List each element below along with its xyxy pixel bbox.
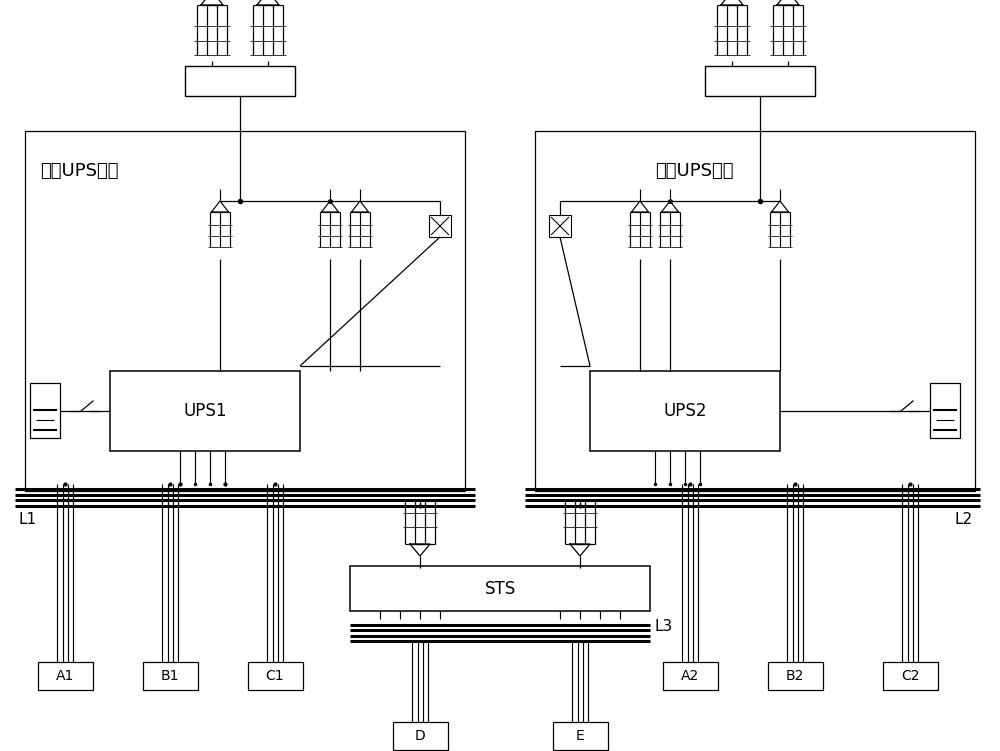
Bar [662,662,718,690]
Bar [590,371,780,451]
Text: UPS1: UPS1 [183,402,227,420]
Bar [110,371,300,451]
Bar [143,662,198,690]
Bar [930,384,960,439]
Bar [248,662,302,690]
Bar [392,722,448,750]
Text: 第二UPS模块: 第二UPS模块 [655,162,734,180]
Bar [549,215,571,237]
Text: A2: A2 [681,669,699,683]
Bar [350,566,650,611]
Text: A1: A1 [56,669,74,683]
Bar [705,66,815,96]
Text: D: D [415,729,425,743]
Text: L2: L2 [955,512,973,527]
Bar [30,384,60,439]
Bar [768,662,822,690]
Text: 第一UPS模块: 第一UPS模块 [40,162,119,180]
Text: L1: L1 [18,512,36,527]
Text: B1: B1 [161,669,179,683]
Text: C1: C1 [266,669,284,683]
Text: B2: B2 [786,669,804,683]
Bar [25,131,465,491]
Bar [185,66,295,96]
Bar [535,131,975,491]
Text: UPS2: UPS2 [663,402,707,420]
Text: STS: STS [484,580,516,598]
Bar [552,722,608,750]
Text: L3: L3 [655,619,673,634]
Bar [38,662,92,690]
Bar [883,662,938,690]
Text: E: E [576,729,584,743]
Text: C2: C2 [901,669,919,683]
Bar [429,215,451,237]
